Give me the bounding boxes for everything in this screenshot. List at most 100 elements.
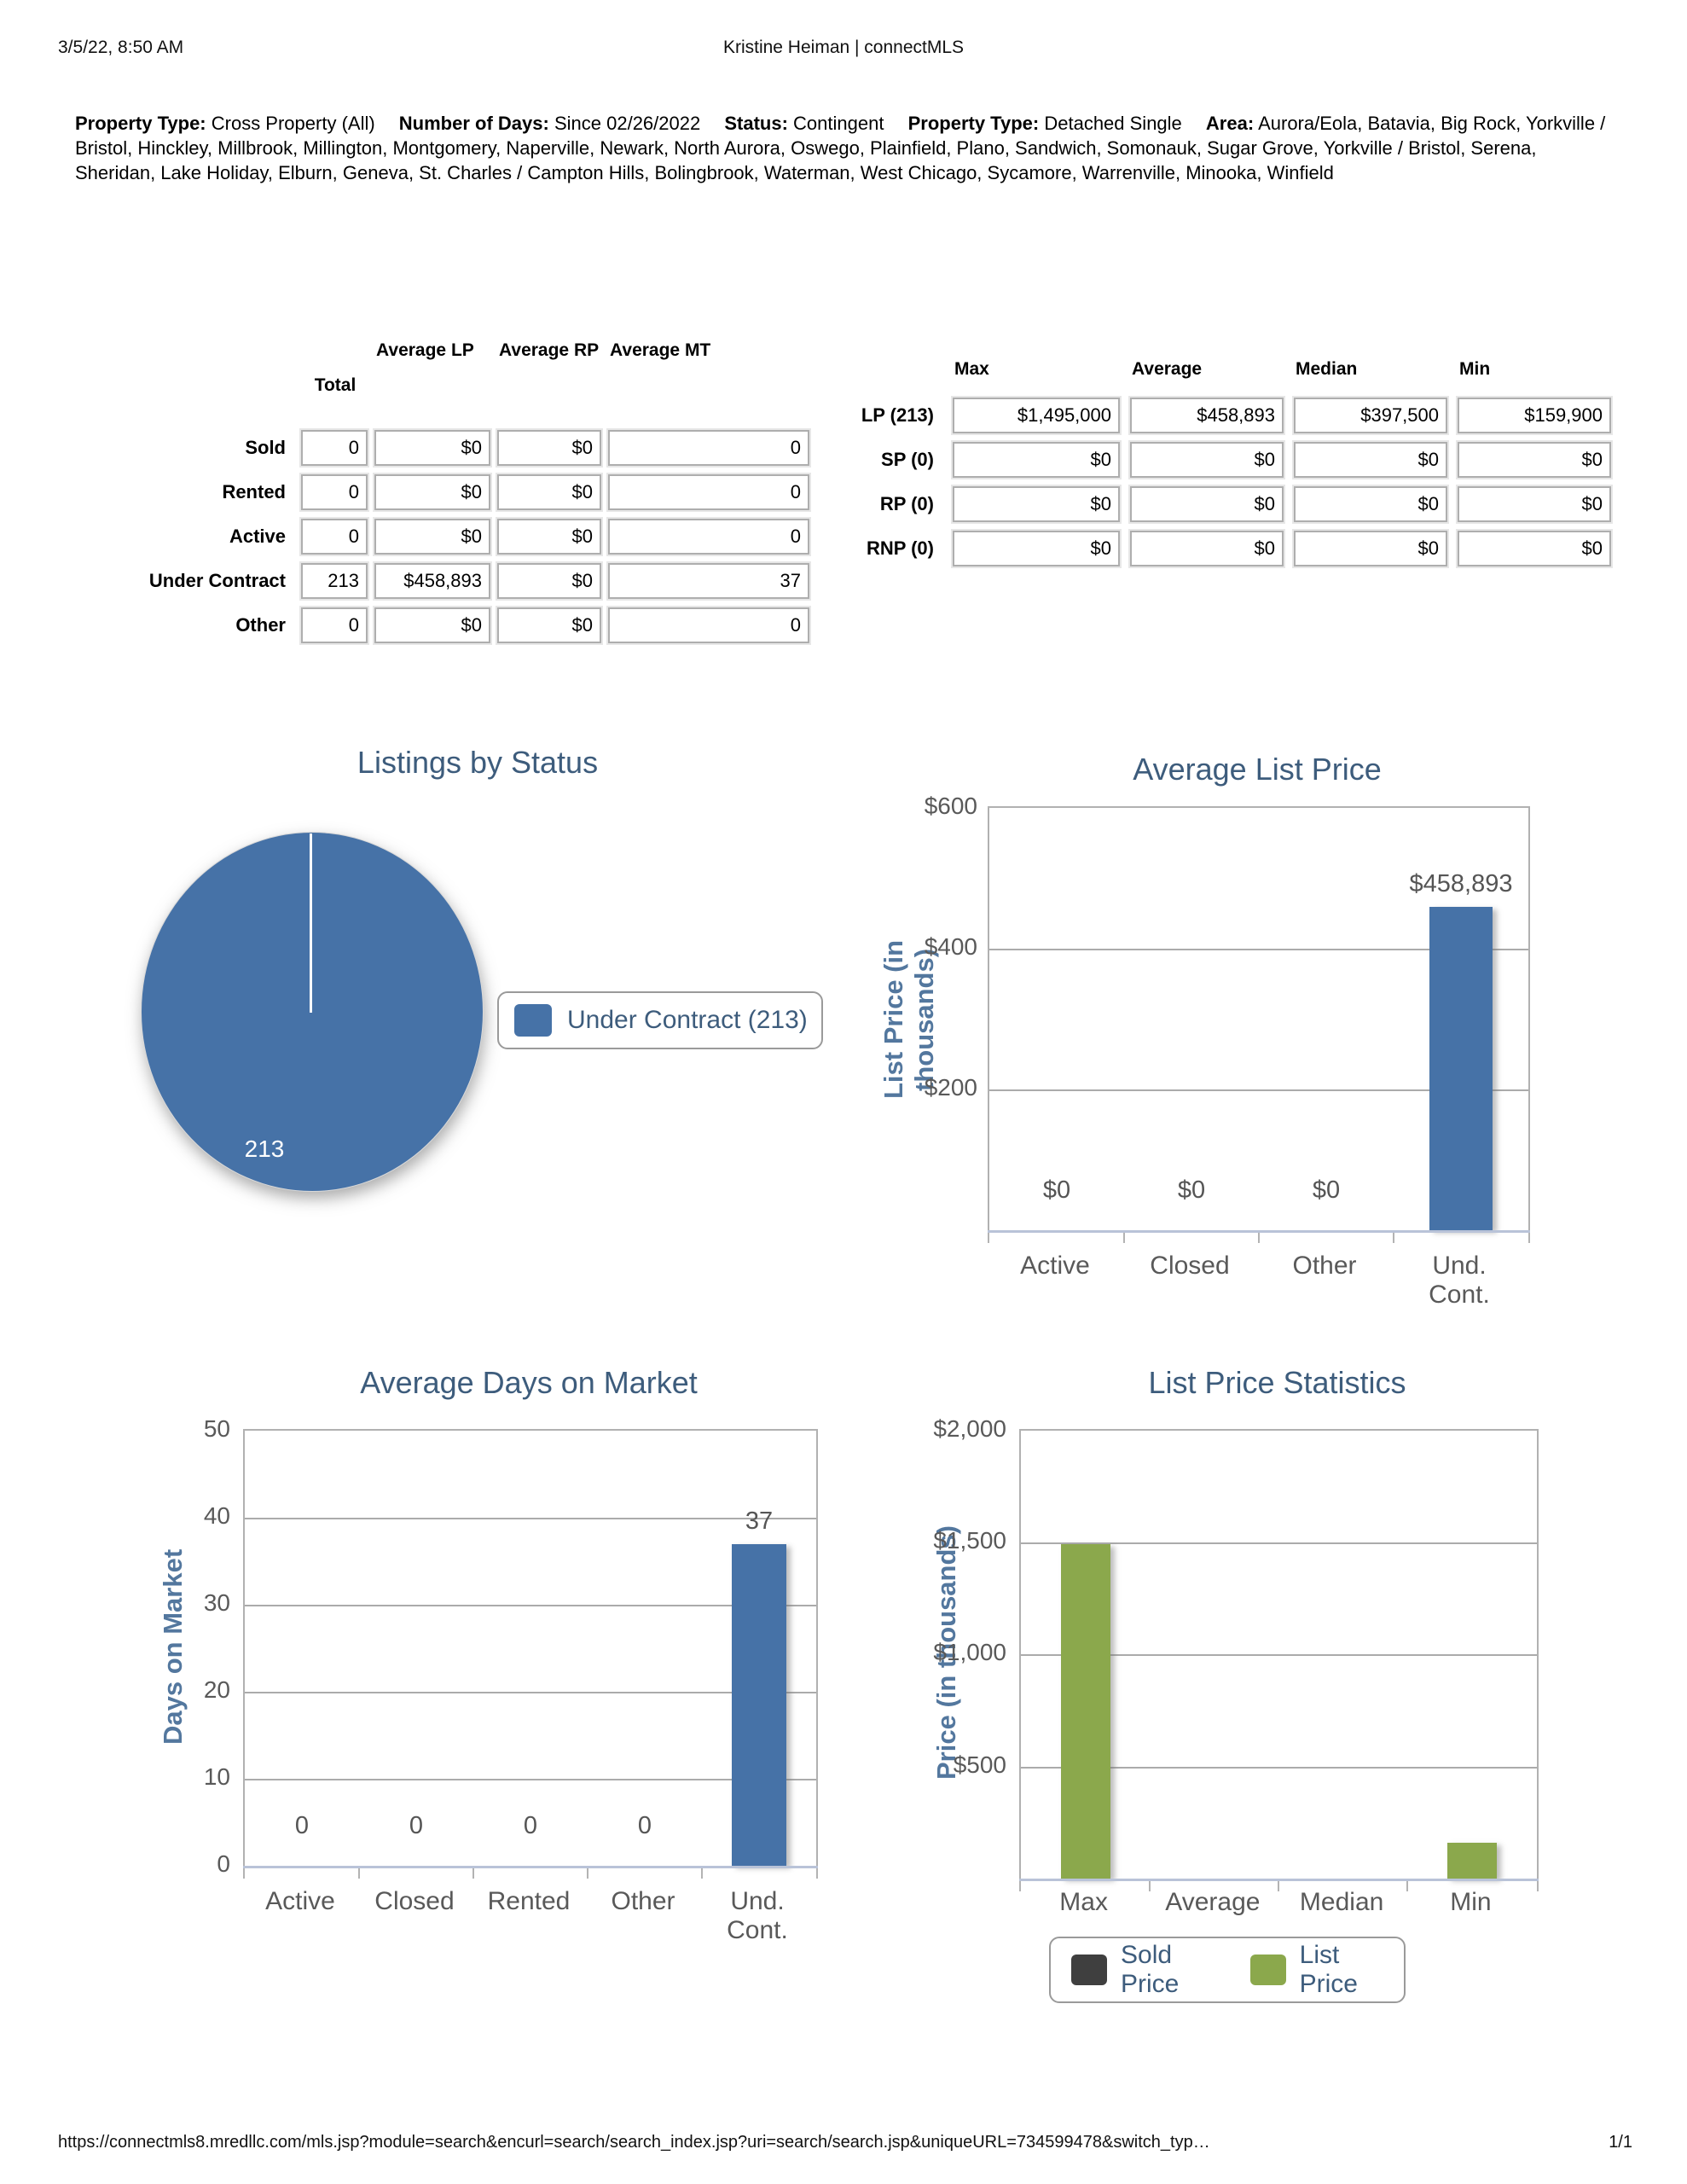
bar-value-label: $0 bbox=[1312, 1176, 1341, 1204]
table-cell: $0 bbox=[373, 606, 492, 645]
print-footer: https://connectmls8.mredllc.com/mls.jsp?… bbox=[58, 2133, 1632, 2152]
bar-slot-other: $0 bbox=[1259, 808, 1394, 1230]
column-header: Average RP bbox=[499, 340, 600, 360]
category-label: Other bbox=[611, 1887, 675, 1915]
table-cell: 0 bbox=[606, 606, 811, 645]
table-cell: $0 bbox=[496, 473, 603, 512]
y-tick: $400 bbox=[924, 933, 977, 960]
criteria-value: Detached Single bbox=[1044, 113, 1182, 134]
category-label: Closed bbox=[374, 1887, 455, 1915]
row-label: RNP (0) bbox=[866, 537, 934, 559]
pie-slice-under-contract bbox=[141, 832, 484, 1192]
pie-legend: Under Contract (213) bbox=[497, 991, 823, 1049]
gridline bbox=[989, 949, 1528, 950]
gridline bbox=[245, 1692, 816, 1693]
bar-slot-closed: $0 bbox=[1124, 808, 1259, 1230]
table-cell: 0 bbox=[299, 428, 369, 468]
chart-title: Average List Price bbox=[1133, 752, 1382, 787]
listings-by-status-chart: Listings by Status 213 Under Contract (2… bbox=[85, 738, 870, 1267]
table-cell: $458,893 bbox=[373, 561, 492, 601]
row-label: Active bbox=[229, 526, 286, 547]
pie-slice-separator bbox=[310, 834, 312, 1013]
y-tick: $200 bbox=[924, 1074, 977, 1101]
bar-value-label: 0 bbox=[523, 1812, 538, 1839]
gridline bbox=[1021, 1767, 1537, 1769]
bar-value-label: $458,893 bbox=[1409, 870, 1513, 898]
print-title: Kristine Heiman | connectMLS bbox=[722, 38, 965, 57]
criteria-label: Property Type: bbox=[907, 113, 1040, 134]
y-tick: $2,000 bbox=[933, 1415, 1006, 1442]
list-price-bar bbox=[1060, 1543, 1110, 1879]
bar-value-label: 0 bbox=[637, 1812, 652, 1839]
chart-title: Listings by Status bbox=[357, 745, 599, 780]
table-cell: 37 bbox=[606, 561, 811, 601]
bar-slot-median bbox=[1279, 1431, 1408, 1879]
x-axis-line bbox=[988, 1230, 1530, 1233]
search-criteria: Property Type: Cross Property (All) Numb… bbox=[75, 111, 1619, 185]
legend-swatch-list-price bbox=[1249, 1955, 1286, 1985]
plot-area bbox=[1019, 1429, 1539, 1891]
table-cell: $0 bbox=[951, 440, 1122, 479]
table-cell: $0 bbox=[373, 428, 492, 468]
category-label: Rented bbox=[487, 1887, 571, 1915]
row-label: Other bbox=[235, 614, 286, 636]
table-cell: 0 bbox=[606, 517, 811, 556]
category-label: Average bbox=[1165, 1888, 1261, 1916]
row-label: Sold bbox=[245, 437, 286, 458]
print-timestamp: 3/5/22, 8:50 AM bbox=[58, 38, 184, 57]
table-cell: $0 bbox=[496, 428, 603, 468]
category-label: Min bbox=[1450, 1888, 1492, 1916]
table-cell: 0 bbox=[299, 606, 369, 645]
category-label: Und. Cont. bbox=[1429, 1252, 1490, 1309]
bar-value-label: $0 bbox=[1177, 1176, 1206, 1204]
row-label: Rented bbox=[222, 481, 286, 502]
bar-slot-rented: 0 bbox=[473, 1431, 588, 1866]
y-tick: $1,000 bbox=[933, 1639, 1006, 1665]
bar-slot-under-contract: 37 bbox=[702, 1431, 816, 1866]
gridline bbox=[245, 1605, 816, 1606]
column-header: Max bbox=[954, 359, 989, 379]
table-cell: $0 bbox=[1292, 529, 1449, 568]
legend-label: Sold Price bbox=[1121, 1941, 1180, 1998]
column-header: Min bbox=[1459, 359, 1491, 379]
criteria-label: Number of Days: bbox=[398, 113, 549, 134]
table-cell: 0 bbox=[606, 428, 811, 468]
legend-swatch bbox=[514, 1004, 552, 1037]
y-tick: $600 bbox=[924, 793, 977, 819]
category-label: Closed bbox=[1150, 1252, 1230, 1280]
bar-slot-average bbox=[1150, 1431, 1278, 1879]
legend-swatch-sold-price bbox=[1071, 1955, 1107, 1985]
average-days-on-market-chart: Average Days on Market Days on Market 50… bbox=[85, 1348, 853, 2013]
plot-area: $0 $0 $0 $458,893 bbox=[988, 806, 1530, 1243]
table-cell: $0 bbox=[496, 606, 603, 645]
y-tick: 30 bbox=[203, 1589, 230, 1616]
table-cell: $0 bbox=[496, 517, 603, 556]
plot-area: 0 0 0 0 37 bbox=[243, 1429, 818, 1879]
bar-slot-other: 0 bbox=[588, 1431, 702, 1866]
row-label: SP (0) bbox=[881, 449, 934, 470]
x-axis-line bbox=[243, 1866, 818, 1868]
footer-page-number: 1/1 bbox=[1609, 2133, 1632, 2152]
column-header: Average bbox=[1132, 359, 1203, 379]
table-cell: $0 bbox=[1456, 485, 1613, 524]
price-statistics-table: Max Average Median Min LP (213) $1,495,0… bbox=[812, 358, 1613, 568]
legend-label: Under Contract (213) bbox=[567, 1006, 808, 1034]
table-cell: $0 bbox=[1128, 485, 1285, 524]
bar-value-label: 0 bbox=[294, 1812, 310, 1839]
list-price-bar bbox=[1447, 1843, 1498, 1879]
column-header: Total bbox=[314, 375, 357, 395]
gridline bbox=[989, 1089, 1528, 1091]
y-tick: 50 bbox=[203, 1415, 230, 1442]
y-tick: $1,500 bbox=[933, 1527, 1006, 1554]
gridline bbox=[1021, 1654, 1537, 1656]
x-axis-categories: Active Closed Rented Other Und. Cont. bbox=[243, 1887, 815, 1945]
category-label: Max bbox=[1059, 1888, 1108, 1916]
bar-value-label: $0 bbox=[1042, 1176, 1071, 1204]
criteria-value: Since 02/26/2022 bbox=[554, 113, 701, 134]
criteria-value: Aurora/Eola, Batavia, Big Rock, Yorkvill… bbox=[75, 113, 1606, 183]
gridline bbox=[1021, 1542, 1537, 1544]
row-label: RP (0) bbox=[879, 493, 934, 514]
criteria-value: Cross Property (All) bbox=[211, 113, 375, 134]
y-tick: 20 bbox=[203, 1676, 230, 1703]
table-cell: $0 bbox=[951, 485, 1122, 524]
